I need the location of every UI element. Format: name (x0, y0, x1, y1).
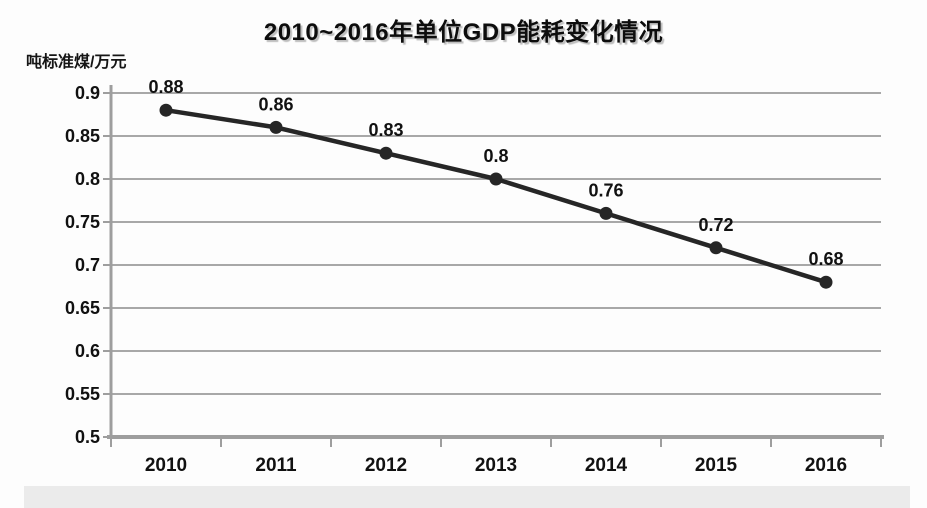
x-tick-label: 2016 (805, 455, 847, 476)
data-point-label: 0.76 (588, 180, 623, 200)
data-point-marker (709, 241, 723, 255)
y-tick-label: 0.85 (65, 126, 100, 146)
data-point-label: 0.8 (483, 146, 508, 166)
data-point-label: 0.72 (698, 215, 733, 235)
data-point-marker (819, 275, 833, 289)
y-axis-unit-label: 吨标准煤/万元 (26, 54, 127, 71)
x-tick-label: 2015 (695, 455, 738, 476)
x-tick-label: 2013 (475, 455, 517, 476)
x-tick-label: 2012 (365, 455, 407, 476)
chart-title: 2010~2016年单位GDP能耗变化情况 (263, 19, 664, 46)
data-point-label: 0.88 (148, 77, 183, 97)
x-tick-label: 2014 (585, 455, 628, 476)
y-tick-label: 0.55 (65, 384, 100, 404)
y-tick-label: 0.9 (75, 83, 100, 103)
x-tick-label: 2010 (145, 455, 187, 476)
y-tick-label: 0.5 (75, 427, 100, 447)
data-point-marker (269, 120, 283, 134)
y-tick-label: 0.6 (75, 341, 100, 361)
x-tick-label: 2011 (255, 455, 297, 476)
data-point-label: 0.68 (808, 249, 843, 269)
data-point-marker (489, 172, 503, 186)
y-tick-label: 0.65 (65, 298, 100, 318)
bottom-strip (24, 486, 910, 508)
y-tick-label: 0.75 (65, 212, 100, 232)
data-point-marker (599, 206, 613, 220)
data-point-label: 0.83 (368, 120, 403, 140)
y-tick-label: 0.8 (75, 169, 100, 189)
data-point-marker (379, 146, 393, 160)
data-point-marker (159, 103, 173, 117)
data-point-label: 0.86 (258, 94, 293, 114)
y-tick-label: 0.7 (75, 255, 100, 275)
